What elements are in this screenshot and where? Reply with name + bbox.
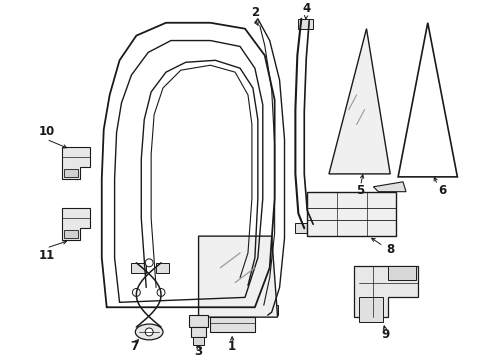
Text: 1: 1 bbox=[228, 340, 236, 353]
Circle shape bbox=[145, 328, 153, 336]
Text: 2: 2 bbox=[251, 6, 259, 19]
Polygon shape bbox=[298, 19, 313, 29]
Polygon shape bbox=[373, 182, 406, 192]
Text: 7: 7 bbox=[130, 340, 138, 353]
Polygon shape bbox=[131, 263, 146, 273]
Circle shape bbox=[157, 288, 165, 296]
Polygon shape bbox=[64, 230, 78, 238]
Polygon shape bbox=[354, 266, 418, 317]
Text: 6: 6 bbox=[439, 184, 447, 197]
Text: 3: 3 bbox=[195, 345, 203, 358]
Polygon shape bbox=[359, 297, 383, 322]
Circle shape bbox=[132, 288, 140, 296]
Polygon shape bbox=[62, 147, 90, 179]
Polygon shape bbox=[189, 315, 208, 327]
Text: 5: 5 bbox=[356, 184, 365, 197]
Text: 8: 8 bbox=[386, 243, 394, 256]
Polygon shape bbox=[398, 23, 457, 177]
Polygon shape bbox=[156, 263, 169, 273]
Polygon shape bbox=[198, 236, 278, 317]
Polygon shape bbox=[62, 208, 90, 240]
Polygon shape bbox=[388, 266, 416, 280]
Polygon shape bbox=[193, 337, 204, 345]
Text: 9: 9 bbox=[381, 328, 390, 341]
Polygon shape bbox=[191, 327, 206, 337]
Polygon shape bbox=[295, 223, 315, 233]
Polygon shape bbox=[64, 169, 78, 177]
Circle shape bbox=[145, 259, 153, 267]
Text: 11: 11 bbox=[38, 249, 54, 262]
Text: 10: 10 bbox=[38, 125, 54, 138]
Polygon shape bbox=[329, 29, 390, 174]
Polygon shape bbox=[307, 192, 396, 236]
Ellipse shape bbox=[135, 324, 163, 340]
Polygon shape bbox=[210, 317, 255, 332]
Polygon shape bbox=[265, 305, 278, 315]
Text: 4: 4 bbox=[302, 3, 310, 15]
